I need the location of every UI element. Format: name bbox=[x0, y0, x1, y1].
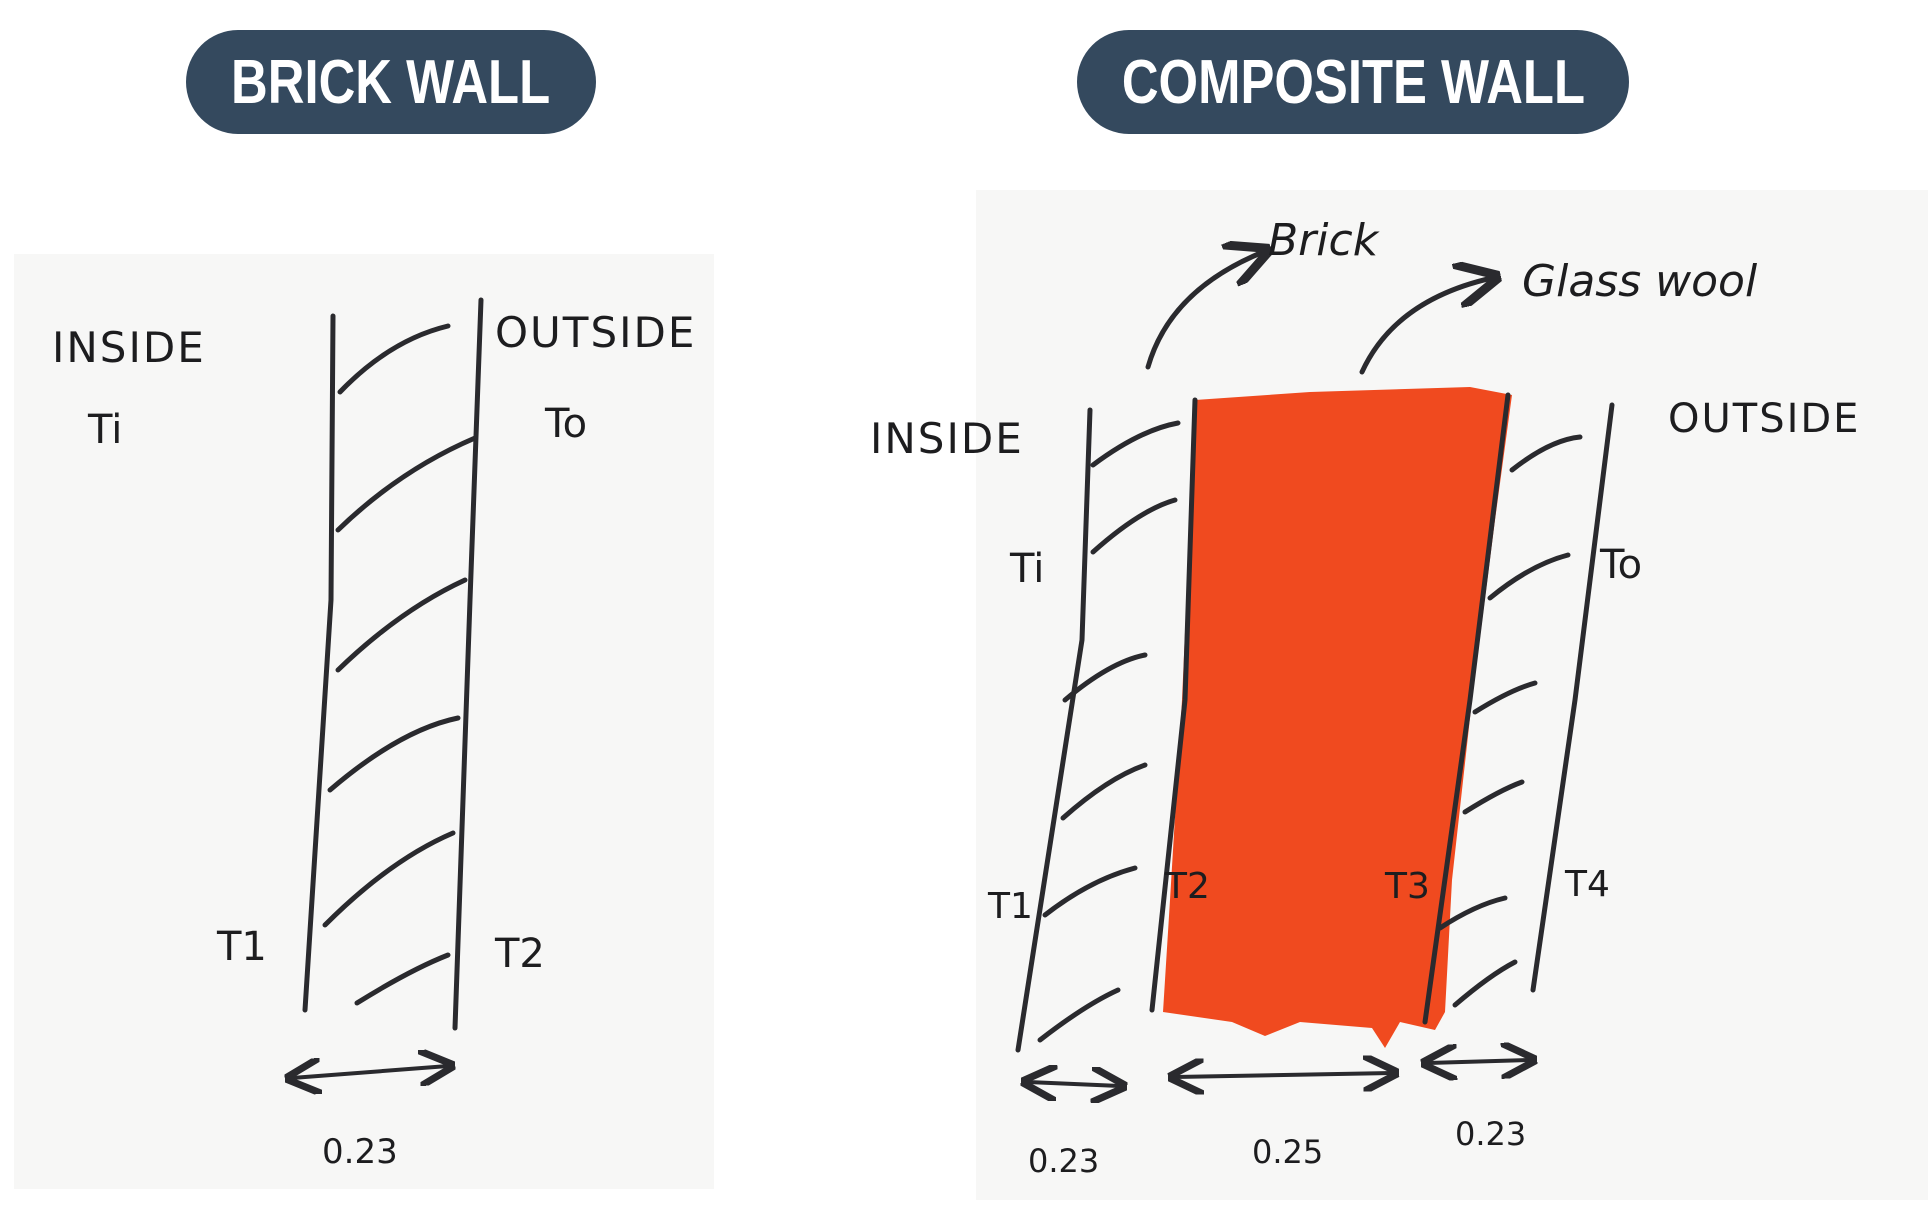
brick-layer-label: Brick bbox=[1268, 215, 1380, 266]
composite-outer-brick-hatching bbox=[1437, 434, 1583, 1008]
glass-wool-leader-arrow bbox=[1359, 278, 1492, 375]
composite-outer-brick-outer-face bbox=[1530, 402, 1615, 993]
composite-t2-label: T2 bbox=[1164, 866, 1210, 907]
brick-wall-title-text: BRICK WALL bbox=[231, 47, 551, 117]
composite-t-outside-label: To bbox=[1599, 542, 1642, 588]
composite-brick1-thickness-arrow bbox=[1028, 1082, 1120, 1086]
brick-hatching bbox=[322, 323, 478, 1006]
composite-brick2-thickness-label: 0.23 bbox=[1455, 1115, 1526, 1153]
composite-outside-label: OUTSIDE bbox=[1668, 396, 1860, 442]
brick-t-outside-label: To bbox=[544, 401, 587, 447]
composite-inside-label: INSIDE bbox=[870, 414, 1024, 463]
brick-t1-label: T1 bbox=[216, 924, 267, 970]
brick-inside-label: INSIDE bbox=[52, 323, 206, 372]
composite-t-inside-label: Ti bbox=[1009, 546, 1044, 592]
glass-wool-layer bbox=[1163, 387, 1512, 1048]
composite-brick1-thickness-label: 0.23 bbox=[1028, 1142, 1099, 1180]
composite-t4-label: T4 bbox=[1564, 864, 1610, 905]
composite-t1-label: T1 bbox=[987, 886, 1033, 927]
brick-thickness-arrow bbox=[292, 1066, 448, 1078]
composite-t3-label: T3 bbox=[1384, 866, 1430, 907]
composite-wall-title: COMPOSITE WALL bbox=[1077, 30, 1629, 134]
composite-inner-brick-inner-face bbox=[1015, 407, 1093, 1053]
brick-t-inside-label: Ti bbox=[87, 407, 122, 453]
composite-inner-brick-hatching bbox=[1037, 420, 1181, 1043]
brick-leader-arrow bbox=[1145, 252, 1263, 370]
composite-glasswool-thickness-label: 0.25 bbox=[1252, 1133, 1323, 1171]
composite-wall-diagram: Brick Glass wool INSIDE OUTSIDE Ti To T1… bbox=[870, 215, 1860, 1180]
brick-wall-diagram: INSIDE OUTSIDE Ti To T1 T2 0.23 bbox=[52, 297, 696, 1172]
brick-wall-inner-face bbox=[302, 313, 336, 1013]
composite-brick2-thickness-arrow bbox=[1428, 1060, 1530, 1063]
composite-glasswool-thickness-arrow bbox=[1175, 1073, 1392, 1077]
brick-wall-title: BRICK WALL bbox=[186, 30, 596, 134]
glass-wool-layer-label: Glass wool bbox=[1522, 256, 1758, 307]
brick-wall-outer-face bbox=[452, 297, 484, 1031]
composite-outer-brick-inner-face bbox=[1422, 392, 1511, 1025]
brick-thickness-label: 0.23 bbox=[322, 1132, 398, 1172]
brick-wall-sketch-paper bbox=[14, 254, 714, 1189]
brick-t2-label: T2 bbox=[494, 931, 545, 977]
composite-inner-brick-outer-face bbox=[1149, 397, 1198, 1013]
composite-wall-title-text: COMPOSITE WALL bbox=[1121, 47, 1585, 117]
brick-outside-label: OUTSIDE bbox=[495, 308, 696, 357]
